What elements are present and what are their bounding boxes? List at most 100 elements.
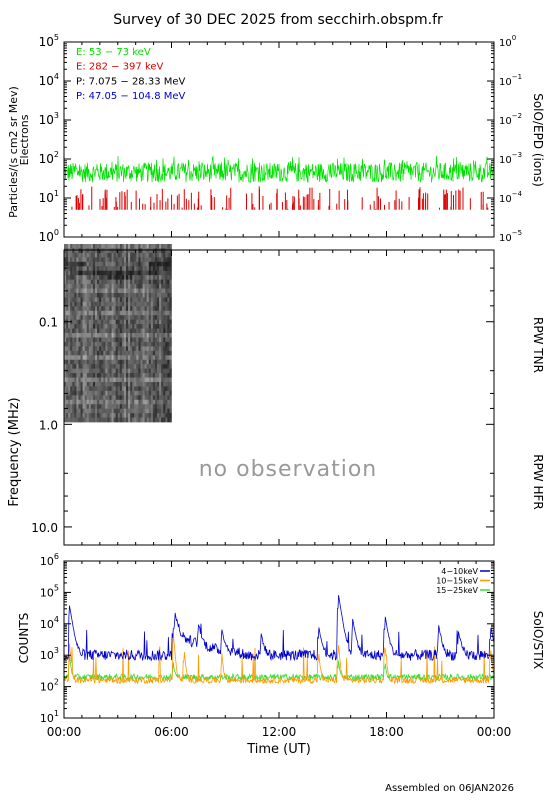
spectrogram-cell	[86, 399, 90, 405]
spectrogram-cell	[72, 413, 75, 418]
spectrogram-cell	[152, 373, 156, 378]
spectrogram-cell	[80, 350, 83, 356]
spectrogram-cell	[154, 284, 158, 289]
spectrogram-cell	[150, 364, 154, 369]
spectrogram-cell	[92, 350, 96, 356]
spectrogram-cell	[161, 364, 164, 369]
spectrogram-cell	[157, 386, 160, 392]
spectrogram-cell	[95, 288, 98, 294]
spectrogram-cell	[146, 261, 150, 267]
epd-ytick-right-label: 10−3	[499, 151, 522, 166]
spectrogram-cell	[99, 341, 102, 347]
spectrogram-cell	[167, 257, 170, 263]
spectrogram-cell	[117, 297, 121, 303]
spectrogram-cell	[109, 355, 112, 361]
spectrogram-cell	[70, 279, 73, 285]
spectrogram-cell	[107, 292, 110, 298]
spectrogram-cell	[78, 413, 81, 418]
spectrogram-cell	[111, 297, 114, 303]
spectrogram-cell	[74, 310, 77, 316]
spectrogram-cell	[115, 306, 119, 312]
spectrogram-cell	[161, 408, 164, 414]
spectrogram-cell	[169, 390, 172, 396]
spectrogram-cell	[101, 408, 104, 414]
spectrogram-cell	[167, 350, 170, 356]
spectrogram-cell	[64, 355, 67, 361]
spectrogram-cell	[152, 413, 156, 418]
spectrogram-cell	[136, 244, 139, 249]
spectrogram-cell	[80, 261, 83, 267]
spectrogram-cell	[97, 275, 100, 280]
spectrogram-cell	[154, 337, 158, 343]
spectrogram-cell	[107, 324, 110, 329]
spectrogram-cell	[74, 248, 77, 254]
spectrogram-cell	[101, 413, 104, 418]
spectrogram-cell	[78, 266, 81, 271]
spectrogram-cell	[92, 377, 96, 383]
spectrogram-cell	[136, 261, 139, 267]
spectrogram-cell	[132, 328, 135, 334]
spectrogram-cell	[66, 395, 69, 401]
spectrogram-cell	[66, 328, 69, 334]
spectrogram-cell	[107, 364, 110, 369]
spectrogram-cell	[64, 404, 67, 409]
spectrogram-cell	[76, 355, 79, 361]
spectrogram-cell	[144, 288, 147, 294]
spectrogram-cell	[142, 417, 145, 423]
spectrogram-cell	[70, 346, 73, 352]
spectrogram-cell	[78, 324, 81, 329]
spectrogram-cell	[84, 310, 88, 316]
spectrogram-cell	[144, 364, 147, 369]
spectrogram-cell	[119, 373, 123, 378]
spectrogram-cell	[64, 292, 67, 298]
spectrogram-cell	[121, 279, 125, 285]
spectrogram-cell	[97, 266, 100, 271]
spectrogram-cell	[159, 297, 162, 303]
spectrogram-cell	[72, 301, 75, 307]
spectrogram-cell	[107, 337, 110, 343]
spectrogram-cell	[111, 244, 114, 249]
spectrogram-cell	[97, 244, 100, 249]
spectrogram-cell	[123, 319, 127, 325]
spectrogram-cell	[72, 261, 75, 267]
spectrogram-cell	[66, 261, 69, 267]
spectrogram-cell	[97, 257, 100, 263]
spectrogram-cell	[72, 297, 75, 303]
spectrogram-cell	[169, 399, 172, 405]
epd-legend-entry: P: 47.05 − 104.8 MeV	[76, 91, 186, 102]
spectrogram-cell	[167, 244, 170, 249]
spectrogram-cell	[64, 395, 67, 401]
spectrogram-cell	[165, 266, 168, 271]
spectrogram-cell	[144, 275, 147, 280]
spectrogram-cell	[80, 324, 83, 329]
spectrogram-cell	[159, 288, 162, 294]
spectrogram-cell	[119, 284, 123, 289]
spectrogram-cell	[128, 390, 131, 396]
spectrogram-cell	[90, 377, 94, 383]
spectrogram-cell	[150, 257, 154, 263]
spectrogram-cell	[109, 346, 112, 352]
spectrogram-cell	[169, 310, 172, 316]
spectrogram-cell	[68, 359, 71, 365]
spectrogram-cell	[74, 306, 77, 312]
spectrogram-cell	[88, 319, 92, 325]
spectrogram-cell	[119, 324, 123, 329]
spectrogram-cell	[111, 399, 114, 405]
spectrogram-cell	[152, 381, 156, 387]
spectrogram-cell	[76, 310, 79, 316]
spectrogram-cell	[142, 292, 145, 298]
spectrogram-cell	[138, 310, 141, 316]
spectrogram-cell	[128, 252, 131, 258]
spectrogram-cell	[74, 417, 77, 423]
spectrogram-cell	[144, 399, 147, 405]
spectrogram-cell	[132, 279, 135, 285]
spectrogram-cell	[92, 408, 96, 414]
spectrogram-cell	[119, 297, 123, 303]
spectrogram-cell	[169, 275, 172, 280]
spectrogram-cell	[97, 395, 100, 401]
spectrogram-cell	[86, 270, 90, 276]
spectrogram-cell	[115, 355, 119, 361]
spectrogram-cell	[111, 337, 114, 343]
spectrogram-cell	[159, 399, 162, 405]
spectrogram-cell	[128, 306, 131, 312]
